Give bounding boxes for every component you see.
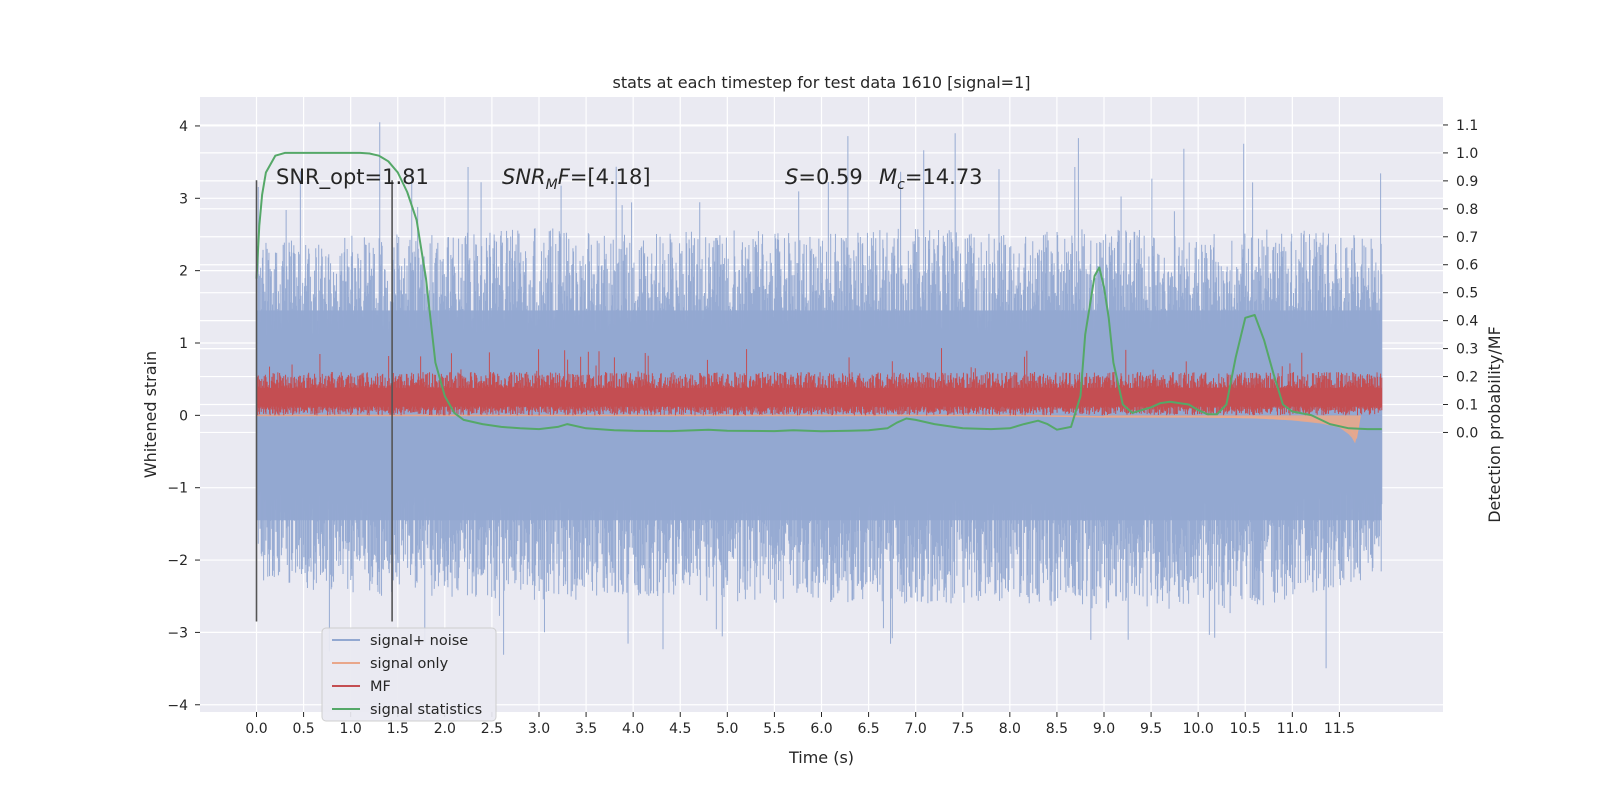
annotation-s-var: S <box>785 165 798 189</box>
x-tick-label-21: 10.5 <box>1230 721 1261 737</box>
yr-tick-label-2: 0.2 <box>1456 370 1478 386</box>
legend-box <box>321 627 497 722</box>
signal-statistics-line <box>255 151 1382 433</box>
yr-tick-label-7: 0.7 <box>1456 230 1478 246</box>
yr-tick-label-6: 0.6 <box>1456 258 1478 274</box>
x-tick-label-23: 11.5 <box>1324 721 1355 737</box>
y-tick-label-8: 4 <box>179 119 188 135</box>
x-axis-label: Time (s) <box>788 748 854 767</box>
x-tick-label-10: 5.0 <box>716 721 738 737</box>
y-tick-label-3: −1 <box>167 481 188 497</box>
signal-only-fill <box>1104 415 1361 444</box>
y-tick-label-0: −4 <box>167 698 188 714</box>
x-tick-label-20: 10.0 <box>1183 721 1214 737</box>
x-tick-label-1: 0.5 <box>292 721 314 737</box>
signal-statistics-path <box>255 151 1382 433</box>
x-tick-label-4: 2.0 <box>434 721 456 737</box>
chart-title: stats at each timestep for test data 161… <box>612 73 1030 92</box>
x-tick-label-18: 9.0 <box>1093 721 1115 737</box>
x-tick-label-6: 3.0 <box>528 721 550 737</box>
x-tick-label-0: 0.0 <box>245 721 267 737</box>
x-tick-label-7: 3.5 <box>575 721 597 737</box>
x-tick-label-16: 8.0 <box>999 721 1021 737</box>
legend-label-3: signal statistics <box>370 702 482 718</box>
legend-label-1: signal only <box>370 656 449 672</box>
annotation-snr-mf-value: =[4.18] <box>570 165 651 189</box>
y-axis-right-label: Detection probability/MF <box>1485 326 1504 523</box>
annotation-s-value: =0.59 <box>798 165 862 189</box>
vertical-markers <box>255 180 393 622</box>
legend-label-0: signal+ noise <box>370 633 468 649</box>
annotation-mc-var: M <box>879 165 897 189</box>
yr-tick-label-5: 0.5 <box>1456 286 1478 302</box>
x-tick-label-11: 5.5 <box>763 721 785 737</box>
x-tick-label-13: 6.5 <box>857 721 879 737</box>
legend: signal+ noise signal only MF signal statist… <box>321 627 497 722</box>
yr-tick-label-11: 1.1 <box>1456 118 1478 134</box>
annotation-snr-mf-sub: M <box>546 177 558 193</box>
mf-core <box>256 387 1382 407</box>
x-tick-label-14: 7.0 <box>905 721 927 737</box>
signal-only-path <box>256 414 1361 440</box>
x-tick-label-17: 8.5 <box>1046 721 1068 737</box>
x-tick-label-2: 1.0 <box>340 721 362 737</box>
annotation-mc: Mc=14.73 <box>879 165 983 193</box>
yr-tick-label-0: 0.0 <box>1456 425 1478 441</box>
legend-label-2: MF <box>370 679 391 695</box>
y-tick-label-5: 1 <box>179 336 188 352</box>
annotation-mc-sub: c <box>897 177 905 193</box>
y-tick-label-7: 3 <box>179 191 188 207</box>
annotation-snr-mf: SNRMF=[4.18] <box>502 165 651 193</box>
yr-tick-label-8: 0.8 <box>1456 202 1478 218</box>
y-tick-label-1: −3 <box>167 625 188 641</box>
yr-tick-label-1: 0.1 <box>1456 398 1478 414</box>
yr-tick-label-4: 0.4 <box>1456 314 1478 330</box>
annotation-mc-value: =14.73 <box>905 165 983 189</box>
axis-ticks: 0.0 0.5 1.0 1.5 2.0 2.5 3.0 3.5 4.0 4.5 5.0 5.5 6.0 6… <box>167 118 1478 737</box>
annotation-snr-mf-f: F <box>558 165 571 189</box>
x-tick-label-22: 11.0 <box>1277 721 1308 737</box>
x-tick-label-15: 7.5 <box>952 721 974 737</box>
x-tick-label-12: 6.0 <box>810 721 832 737</box>
annotation-snr-mf-main: SNR <box>502 165 546 189</box>
x-tick-label-8: 4.0 <box>622 721 644 737</box>
y-tick-label-6: 2 <box>179 264 188 280</box>
yr-tick-label-9: 0.9 <box>1456 174 1478 190</box>
annotation-snr-opt: SNR_opt=1.81 <box>276 165 429 190</box>
annotation-s: S=0.59 <box>785 165 863 189</box>
x-tick-label-19: 9.5 <box>1140 721 1162 737</box>
y-tick-label-4: 0 <box>179 408 188 424</box>
y-axis-label: Whitened strain <box>141 351 160 478</box>
x-tick-label-3: 1.5 <box>387 721 409 737</box>
x-tick-label-9: 4.5 <box>669 721 691 737</box>
y-tick-label-2: −2 <box>167 553 188 569</box>
signal-only-trace <box>256 414 1361 444</box>
yr-tick-label-10: 1.0 <box>1456 146 1478 162</box>
x-tick-label-5: 2.5 <box>481 721 503 737</box>
yr-tick-label-3: 0.3 <box>1456 342 1478 358</box>
